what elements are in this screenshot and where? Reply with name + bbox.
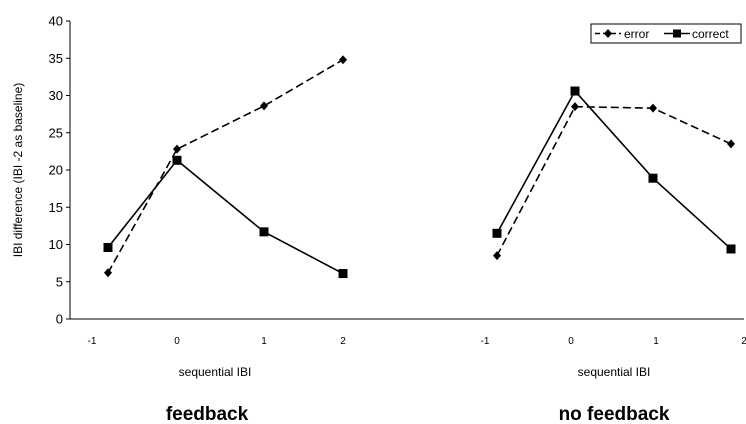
panel-2-title: no feedback — [559, 404, 670, 424]
legend: error correct — [590, 23, 742, 44]
x-tick-label: 2 — [741, 336, 746, 347]
x-tick-label: 1 — [261, 336, 267, 347]
data-point-correct — [726, 244, 736, 254]
series-line-correct — [107, 159, 344, 275]
data-point-correct — [570, 86, 580, 96]
x-tick-label: 0 — [174, 336, 180, 347]
series-line-error — [107, 59, 344, 274]
x-tick-label: -1 — [88, 336, 97, 347]
legend-error-marker — [604, 29, 612, 38]
series-line-error — [496, 105, 732, 257]
y-tick-label: 0 — [56, 312, 63, 327]
panel-1-xlabel: sequential IBI — [179, 365, 252, 379]
data-point-error — [727, 139, 735, 149]
data-point-error — [649, 103, 657, 113]
data-point-correct — [492, 228, 502, 238]
data-point-error — [260, 101, 268, 111]
data-point-correct — [259, 227, 269, 237]
y-tick-label: 20 — [49, 163, 63, 178]
x-axis: -1 0 1 2 -1 0 1 2 — [70, 318, 746, 347]
data-point-error — [493, 251, 501, 261]
x-tick-label: 1 — [653, 336, 659, 347]
y-tick-label: 15 — [49, 200, 63, 215]
y-tick-label: 40 — [49, 14, 63, 29]
data-point-correct — [172, 155, 182, 165]
y-tick-label: 10 — [49, 237, 63, 252]
legend-correct-marker — [673, 29, 681, 38]
y-tick-label: 35 — [49, 51, 63, 66]
panel-2-xlabel: sequential IBI — [578, 365, 651, 379]
data-point-correct — [338, 269, 348, 279]
y-tick-label: 30 — [49, 88, 63, 103]
y-axis-title: IBI difference (IBI -2 as baseline) — [11, 83, 25, 258]
series-line-correct — [496, 89, 732, 250]
data-point-error — [104, 268, 112, 278]
x-tick-label: 2 — [340, 336, 346, 347]
data-point-correct — [648, 173, 658, 183]
data-point-correct — [103, 242, 113, 252]
legend-error-label: error — [624, 27, 649, 41]
series-layer — [103, 55, 736, 279]
legend-correct-label: correct — [692, 27, 729, 41]
y-tick-label: 25 — [49, 125, 63, 140]
y-axis: 0 5 10 15 20 25 30 35 40 — [49, 14, 71, 327]
x-tick-label: -1 — [481, 336, 490, 347]
x-tick-label: 0 — [568, 336, 574, 347]
data-point-error — [339, 55, 347, 65]
y-tick-label: 5 — [56, 274, 63, 289]
panel-1-title: feedback — [166, 404, 249, 424]
data-point-error — [173, 144, 181, 154]
data-point-error — [571, 102, 579, 112]
